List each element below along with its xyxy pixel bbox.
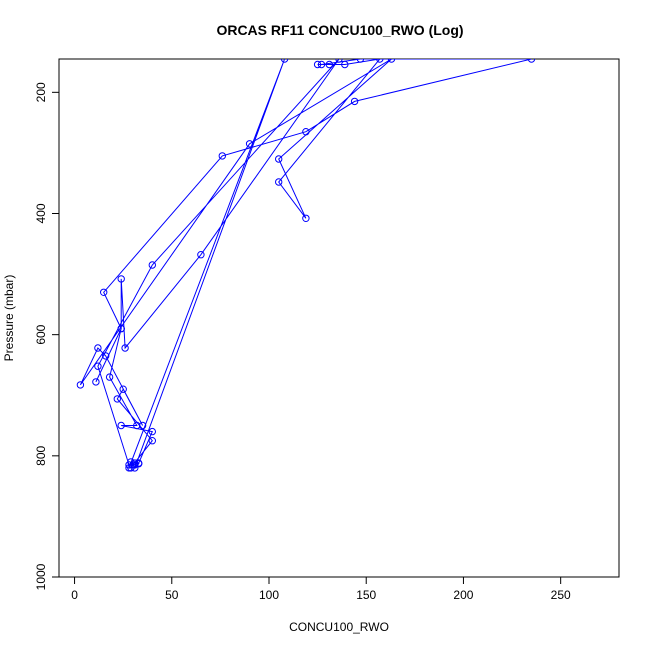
y-tick-label: 1000 — [34, 563, 48, 590]
series — [76, 59, 536, 472]
data-point — [313, 60, 322, 69]
data-point — [92, 378, 100, 386]
y-tick-label: 200 — [34, 82, 48, 102]
data-point — [102, 352, 110, 360]
data-point — [117, 324, 125, 333]
y-tick-label: 800 — [34, 445, 48, 465]
data-point — [325, 60, 333, 69]
data-point — [275, 155, 283, 163]
y-tick-label: 400 — [34, 203, 48, 223]
data-point — [302, 214, 310, 223]
x-axis-label: CONCU100_RWO — [289, 620, 389, 634]
x-tick-label: 150 — [356, 588, 376, 602]
data-point — [138, 421, 147, 430]
data-point — [302, 128, 310, 136]
data-point — [105, 373, 114, 381]
data-point — [376, 59, 384, 63]
data-point — [148, 261, 157, 269]
data-point — [280, 59, 289, 63]
chart-title: ORCAS RF11 CONCU100_RWO (Log) — [216, 22, 463, 38]
data-point — [245, 140, 254, 148]
data-point — [317, 60, 326, 69]
data-point — [94, 362, 102, 370]
data-point — [121, 344, 129, 352]
y-axis: 200 400 600 800 1000 — [34, 82, 60, 590]
data-point — [76, 381, 85, 389]
data-point — [125, 464, 133, 472]
data-point — [218, 152, 227, 160]
data-point — [135, 460, 143, 468]
x-axis: 0 50 100 150 200 250 — [71, 576, 571, 602]
y-axis-label: Pressure (mbar) — [2, 275, 16, 362]
x-tick-label: 50 — [165, 588, 179, 602]
data-point — [275, 178, 283, 186]
data-point — [335, 59, 343, 63]
plot-area — [58, 58, 620, 578]
data-point — [148, 437, 157, 445]
data-point — [133, 421, 141, 430]
x-tick-label: 250 — [551, 588, 571, 602]
data-point — [117, 275, 125, 283]
data-point — [387, 59, 396, 63]
data-point — [350, 97, 359, 106]
data-point — [341, 60, 349, 69]
data-point — [117, 421, 125, 430]
data-point — [148, 427, 157, 436]
data-point — [113, 395, 122, 403]
data-point — [131, 464, 139, 472]
x-tick-label: 0 — [71, 588, 78, 602]
data-point — [356, 59, 365, 63]
data-point — [100, 288, 108, 296]
x-tick-label: 200 — [453, 588, 473, 602]
data-point — [119, 385, 127, 393]
y-tick-label: 600 — [34, 324, 48, 344]
series-line — [79, 59, 532, 469]
data-point — [125, 461, 133, 469]
data-point — [94, 344, 102, 352]
data-point — [197, 251, 205, 259]
x-tick-label: 100 — [259, 588, 279, 602]
data-point — [527, 59, 536, 63]
